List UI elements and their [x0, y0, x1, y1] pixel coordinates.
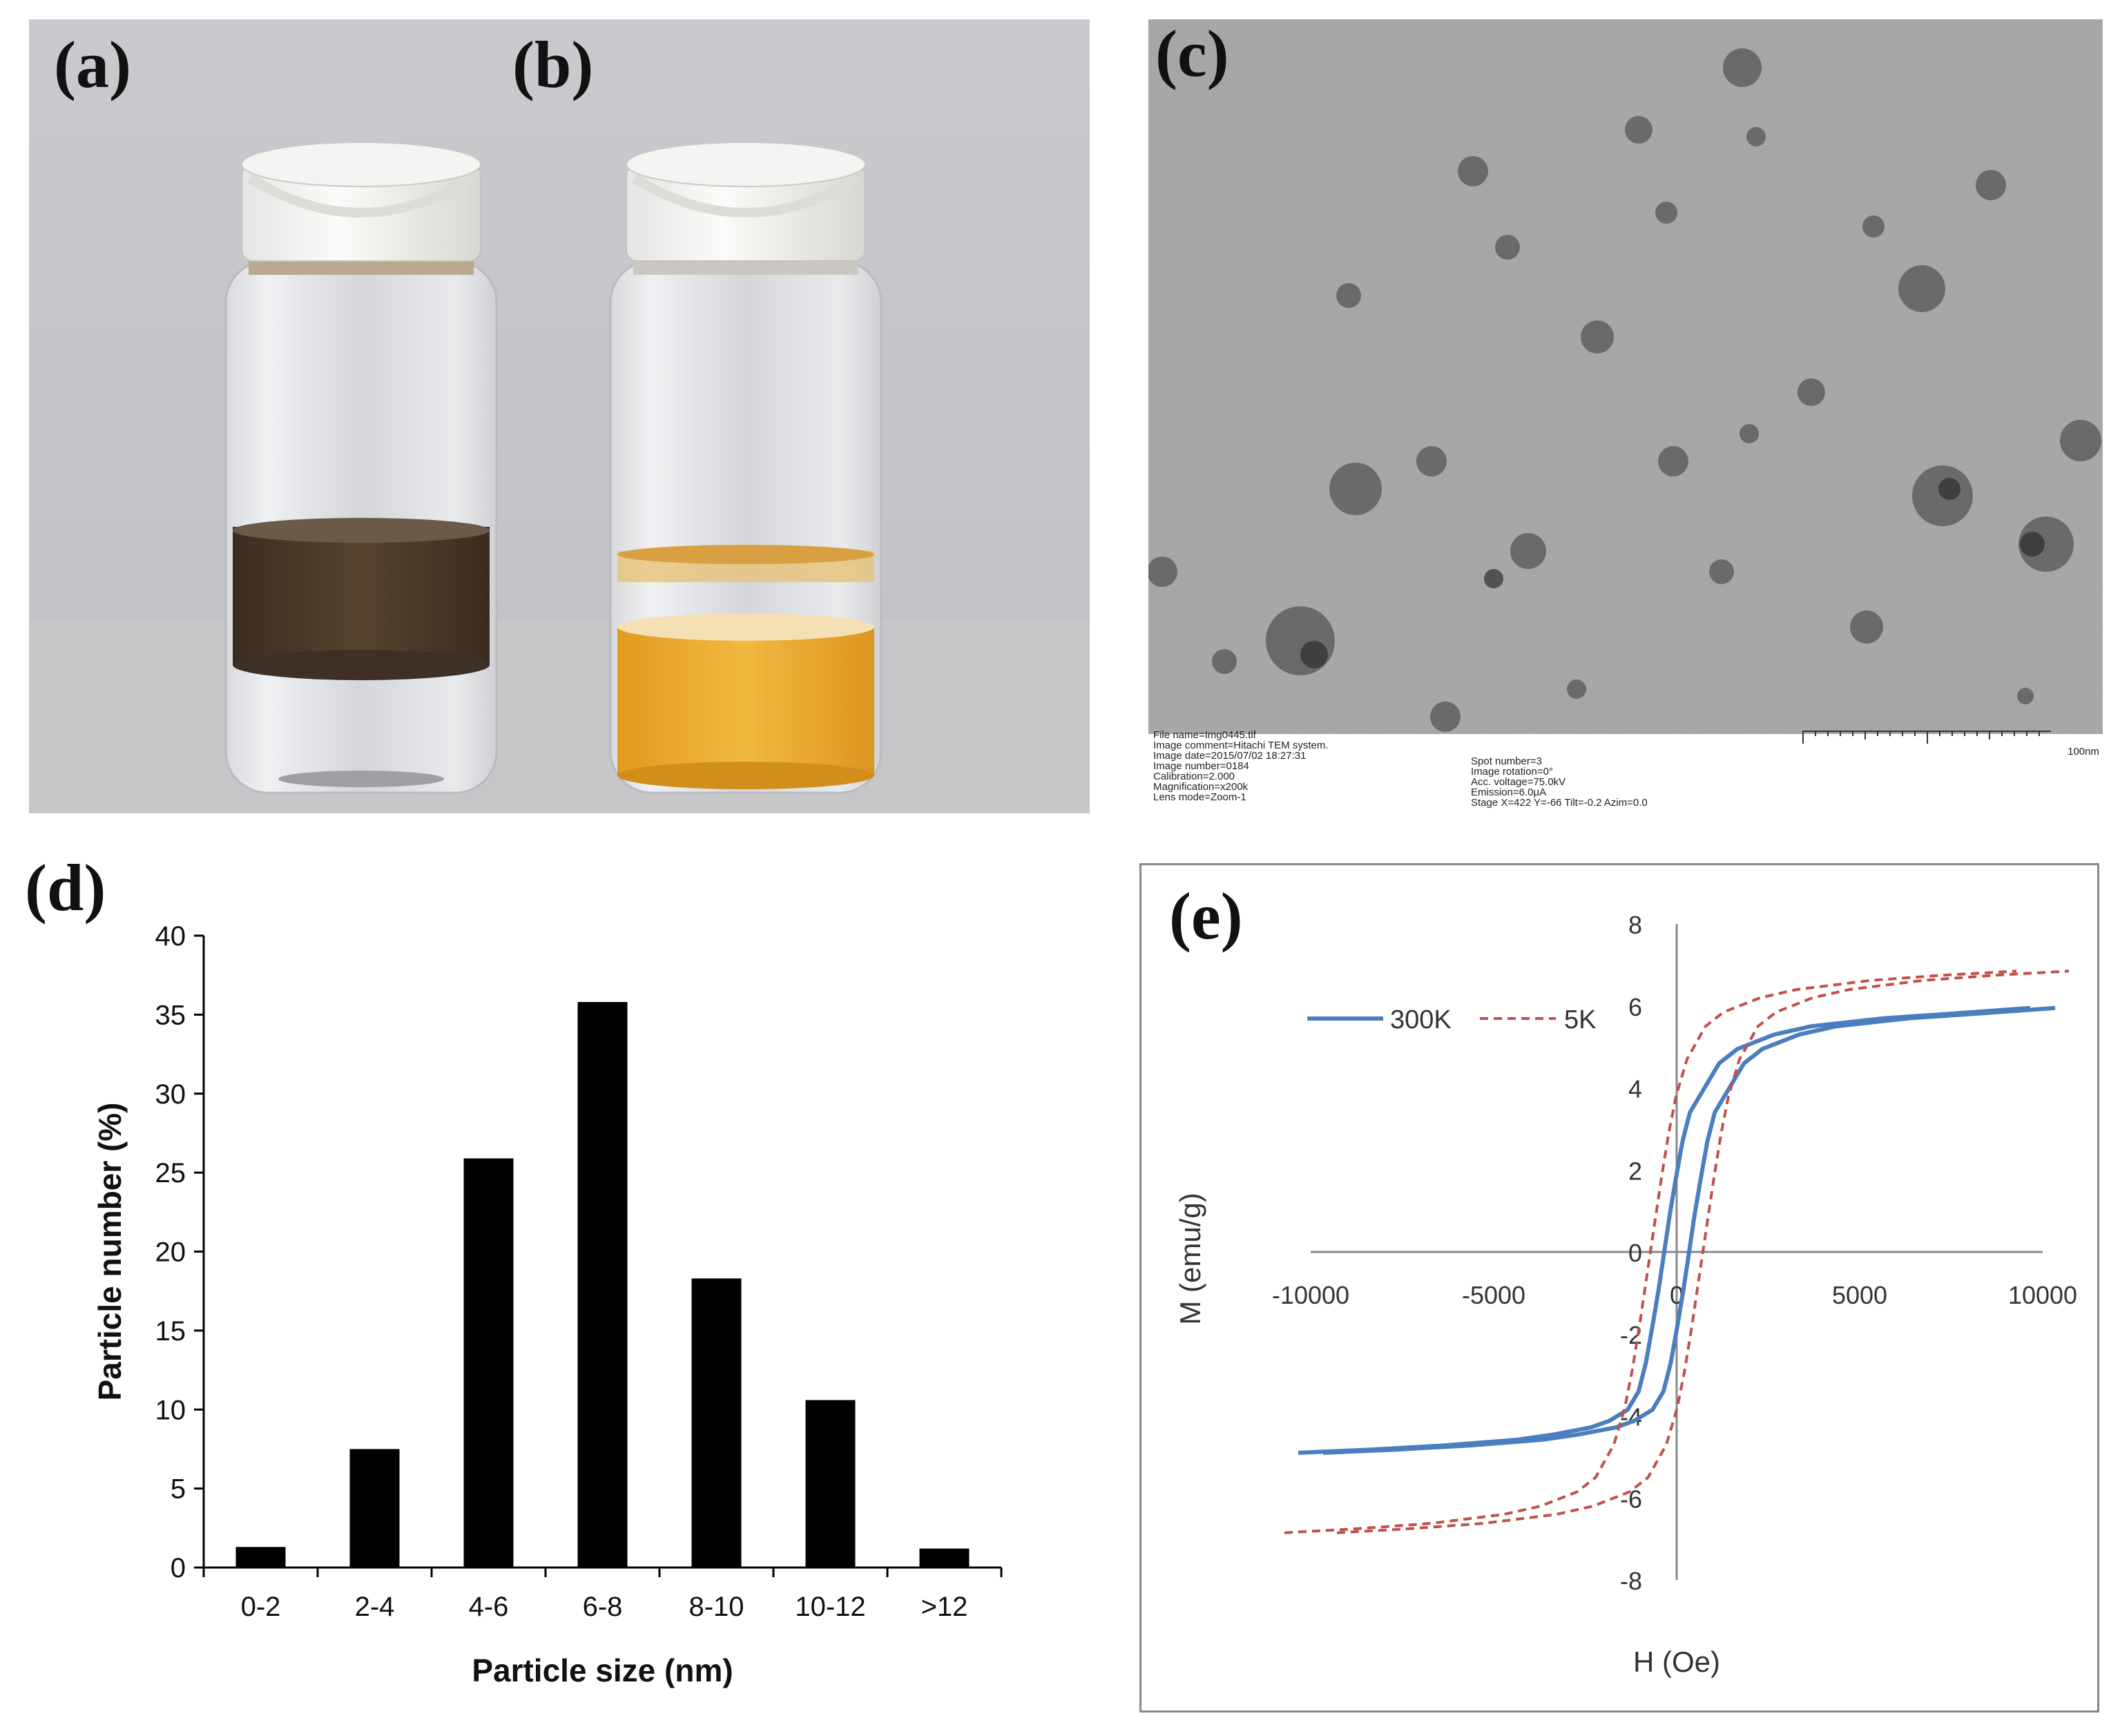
y-tick-label: 15: [155, 1316, 186, 1347]
vial-b: [609, 142, 883, 794]
tem-metadata-left: File name=Img0445.tif Image comment=Hitac…: [1153, 730, 1329, 802]
bar: [463, 1158, 514, 1568]
x-tick-label: 6-8: [583, 1592, 623, 1622]
tem-particles: [1148, 48, 2101, 732]
tem-meta-line: Lens mode=Zoom-1: [1153, 791, 1246, 803]
x-axis-label: H (Oe): [1633, 1646, 1720, 1678]
tem-meta-line: Calibration=2.000: [1153, 771, 1235, 782]
panel-label-d: (d): [25, 851, 106, 925]
y-tick-label: 6: [1628, 993, 1642, 1021]
tem-meta-line: Image date=2015/07/02 18:27:31: [1153, 750, 1307, 762]
scale-bar: [1802, 731, 2051, 744]
y-axis-label: Particle number (%): [92, 1103, 128, 1401]
bar: [577, 1002, 628, 1568]
tem-meta-line: Emission=6.0μA: [1471, 787, 1547, 798]
x-tick-label: 10-12: [795, 1592, 865, 1622]
y-axis-label: M (emu/g): [1174, 1193, 1206, 1324]
bar: [919, 1548, 970, 1568]
y-tick-label: 30: [155, 1079, 186, 1110]
x-tick-label: 4-6: [469, 1592, 509, 1622]
x-axis-label: Particle size (nm): [472, 1652, 733, 1688]
tem-meta-line: Magnification=x200k: [1153, 781, 1249, 793]
x-tick-label: -5000: [1462, 1281, 1525, 1309]
scale-bar-label: 100nm: [2068, 746, 2099, 758]
bar: [235, 1547, 286, 1568]
series-line-5K: [1336, 970, 2070, 1534]
x-tick-label: >12: [921, 1592, 968, 1622]
panel-label-e: (e): [1169, 879, 1243, 953]
y-tick-label: 20: [155, 1237, 186, 1268]
bar: [349, 1449, 400, 1568]
y-tick-label: 2: [1628, 1157, 1642, 1185]
tem-meta-line: File name=Img0445.tif: [1153, 729, 1256, 741]
x-tick-label: 2-4: [355, 1592, 395, 1622]
y-tick-label: 5: [171, 1474, 186, 1505]
y-tick-label: -8: [1620, 1567, 1642, 1595]
x-tick-label: 10000: [2008, 1281, 2077, 1309]
tem-meta-line: Image number=0184: [1153, 760, 1249, 772]
bar: [805, 1400, 856, 1568]
x-tick-label: 5000: [1832, 1281, 1887, 1309]
y-tick-label: 0: [1628, 1239, 1642, 1267]
panel-label-b: (b): [512, 28, 594, 102]
series-line-300K: [1298, 1005, 2031, 1455]
y-tick-label: 4: [1628, 1075, 1642, 1103]
tem-meta-line: Acc. voltage=75.0kV: [1471, 776, 1566, 788]
vial-a: [224, 142, 498, 794]
x-tick-label: 8-10: [688, 1592, 744, 1622]
tem-meta-line: Stage X=422 Y=-66 Tilt=-0.2 Azim=0.0: [1471, 797, 1648, 809]
tem-metadata-right: Spot number=3 Image rotation=0° Acc. volta…: [1471, 756, 1648, 808]
y-tick-label: -6: [1620, 1485, 1642, 1513]
series-line-5K: [1284, 970, 2017, 1534]
tem-meta-line: Image comment=Hitachi TEM system.: [1153, 740, 1329, 751]
tem-meta-line: Spot number=3: [1471, 755, 1542, 767]
tem-meta-line: Image rotation=0°: [1471, 766, 1553, 778]
tem-image-svg: [1148, 19, 2103, 734]
panel-label-a: (a): [54, 28, 131, 102]
x-tick-label: -10000: [1272, 1281, 1349, 1309]
panel-d: (d) 0 5 10 15 20 25 30 35 40 0-2 2-4 4-6 6-8 8-10 10-1…: [0, 849, 1036, 1733]
legend-label: 5K: [1564, 1005, 1596, 1034]
x-tick-label: 0-2: [241, 1592, 281, 1622]
panel-label-c: (c): [1155, 19, 1229, 90]
y-tick-label: 25: [155, 1158, 186, 1188]
y-tick-label: 10: [155, 1395, 186, 1425]
tem-dense-particles: [1300, 478, 2045, 668]
vial-photo: (a) (b): [29, 19, 1090, 813]
legend-label: 300K: [1390, 1005, 1452, 1034]
y-tick-label: 0: [171, 1553, 186, 1583]
particle-size-histogram: 0 5 10 15 20 25 30 35 40 0-2 2-4 4-6 6-8 8-10 10-12 >12…: [92, 921, 1003, 1688]
panel-e: (e) -8 -6 -4 -2 0 2 4 6 8 -10000 -5000 0 5000 10000 30…: [1139, 863, 2099, 1713]
tem-metadata: File name=Img0445.tif Image comment=Hitac…: [1153, 730, 2106, 830]
series-line-300K: [1322, 1005, 2056, 1455]
vial-photo-svg: [29, 142, 1090, 813]
y-tick-label: 35: [155, 1000, 186, 1030]
y-tick-label: 8: [1628, 911, 1642, 939]
bar: [691, 1278, 742, 1568]
y-tick-label: 40: [155, 921, 186, 952]
tem-image: (c): [1148, 19, 2103, 734]
